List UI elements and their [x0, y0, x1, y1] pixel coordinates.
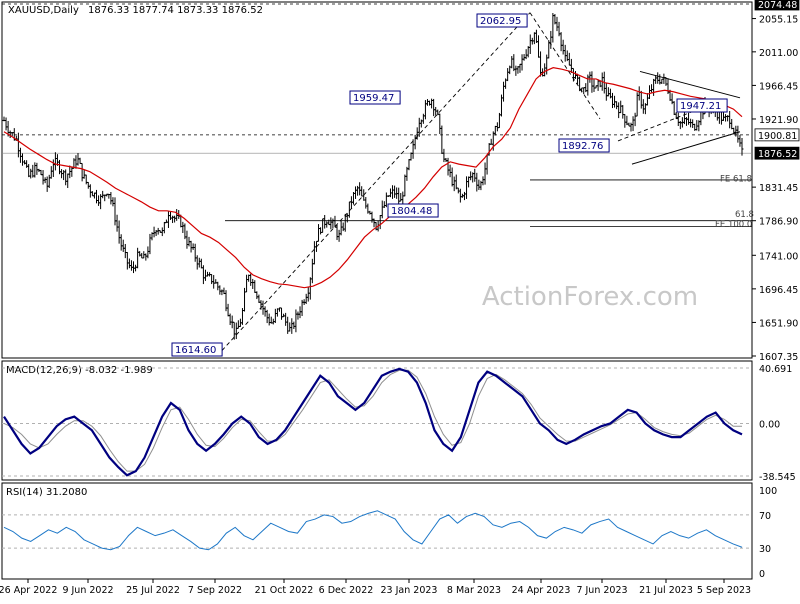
annotation-layer: 2062.95 1959.47 1614.60 1804.48 1892.76 1947.…	[171, 13, 754, 357]
rsi-header: RSI(14) 31.2080	[6, 487, 87, 498]
watermark: ActionForex.com	[482, 282, 698, 312]
label-1892-box	[558, 138, 610, 153]
x-tick-label: 5 Sep 2023	[697, 585, 751, 596]
x-tick-label: 26 Apr 2022	[0, 585, 57, 596]
x-tick-label: 25 Jul 2022	[126, 585, 180, 596]
label-1959: 1959.47	[353, 93, 394, 104]
label-1804: 1804.48	[391, 206, 432, 217]
price-tick-label: 1921.90	[759, 115, 798, 126]
label-1614-box	[171, 342, 223, 357]
label-1892: 1892.76	[562, 141, 603, 152]
price-tick-label: 1786.90	[759, 217, 798, 228]
x-tick-label: 7 Sep 2022	[188, 585, 242, 596]
moving-average-line	[3, 67, 743, 289]
label-1804-box	[387, 203, 439, 218]
price-tick-label: 1900.81	[758, 131, 797, 142]
price-header-ohlc: 1876.33 1877.74 1873.33 1876.52	[88, 5, 263, 16]
price-tick-label: 1966.45	[759, 81, 798, 92]
price-tag-box	[754, 128, 800, 142]
label-1614: 1614.60	[175, 345, 216, 356]
rsi-tick-label: 0	[759, 569, 765, 580]
price-tick-label: 1741.00	[759, 251, 798, 262]
x-tick-label: 23 Jan 2023	[381, 585, 438, 596]
price-tick-label: 2011.00	[759, 48, 798, 59]
x-tick-label: 6 Dec 2022	[319, 585, 374, 596]
price-tick-label: 1696.45	[759, 285, 798, 296]
price-tick-label: 1607.35	[759, 352, 798, 363]
label-fib-61: 61.8	[735, 210, 754, 220]
price-tick-label: 2074.48	[758, 0, 797, 11]
rsi-panel-frame	[1, 482, 753, 580]
x-tick-label: 24 Apr 2023	[512, 585, 571, 596]
trendline-rise	[221, 12, 531, 351]
macd-tick-label: -38.545	[759, 472, 796, 483]
label-1947-box	[676, 98, 728, 113]
price-tick-label: 2055.15	[759, 15, 798, 26]
price-tag-box	[754, 0, 800, 11]
price-tick-label: 1876.52	[758, 149, 797, 160]
rsi-layer	[2, 510, 752, 551]
macd-tick-label: 40.691	[759, 364, 792, 375]
price-tick-label: 1831.45	[759, 183, 798, 194]
x-tick-label: 21 Oct 2022	[255, 585, 314, 596]
price-header-symbol: XAUUSD,Daily	[8, 5, 79, 16]
label-fe-100: FE 100.0	[715, 220, 752, 230]
macd-header: MACD(12,26,9) -8.032 -1.989	[6, 365, 153, 376]
macd-panel-frame	[1, 360, 753, 481]
macd-tick-label: 0.00	[759, 419, 780, 430]
triangle-bottom	[631, 131, 741, 165]
label-1959-box	[349, 90, 401, 105]
rsi-tick-label: 100	[759, 486, 777, 497]
rsi-tick-label: 30	[759, 544, 771, 555]
label-2062: 2062.95	[480, 16, 521, 27]
trendline-fall	[529, 12, 601, 120]
x-tick-label: 7 Jun 2023	[576, 585, 627, 596]
triangle-top	[639, 70, 741, 99]
price-tag-box	[754, 146, 800, 160]
label-2062-box	[476, 13, 528, 28]
x-tick-label: 9 Jun 2022	[62, 585, 113, 596]
price-tick-label: 1651.90	[759, 318, 798, 329]
label-1947: 1947.21	[680, 101, 721, 112]
rsi-tick-label: 70	[759, 511, 771, 522]
x-tick-label: 21 Jul 2023	[639, 585, 693, 596]
rsi-line	[3, 510, 743, 551]
macd-layer	[2, 367, 752, 477]
macd-signal-line	[3, 369, 742, 472]
label-fe-61: FE 61.8	[720, 174, 752, 184]
x-tick-label: 8 Mar 2023	[447, 585, 501, 596]
macd-line	[3, 367, 743, 477]
